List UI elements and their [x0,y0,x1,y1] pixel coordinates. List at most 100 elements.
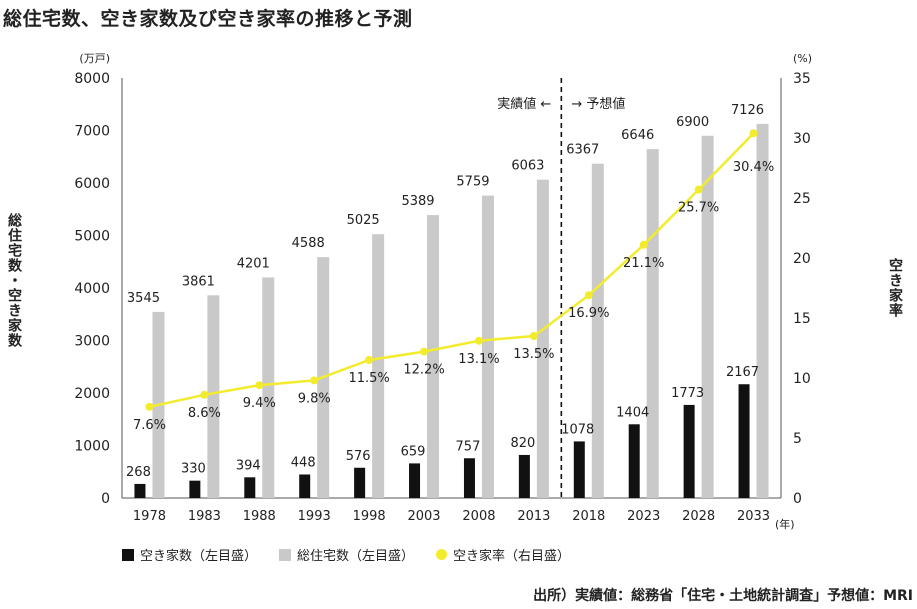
data-label-vacant: 1078 [561,422,594,437]
rate-point [310,376,319,385]
data-label-rate: 8.6% [188,406,221,421]
bar-vacant-houses [354,467,366,498]
bars [134,123,769,499]
y-tick-right-label: 20 [793,251,811,267]
bar-total-houses [701,135,714,498]
bar-vacant-houses [573,441,585,498]
legend-item-total: 総住宅数（左目盛） [279,545,414,564]
legend-item-rate: 空き家率（右目盛） [436,545,570,564]
data-label-rate: 9.8% [298,391,331,406]
y-tick-left-label: 1000 [74,439,110,455]
bar-total-houses [262,277,275,498]
bar-total-houses [427,215,440,498]
rate-point [529,332,538,340]
x-tick-label: 2033 [737,509,770,524]
data-label-total: 6367 [566,143,599,158]
data-label-total: 3545 [127,291,160,306]
data-label-vacant: 2167 [726,365,759,380]
y-tick-left-label: 0 [101,491,110,507]
y-tick-right-label: 25 [793,191,811,207]
y-tick-left-label: 2000 [74,386,110,402]
data-label-vacant: 757 [456,439,481,454]
legend-label-total: 総住宅数（左目盛） [297,549,415,564]
y-tick-left-label: 6000 [74,176,110,192]
x-tick-label: 1983 [188,509,221,524]
rate-point [365,356,374,364]
data-label-vacant: 1773 [671,386,704,401]
data-label-rate: 9.4% [243,396,276,411]
x-tick-label: 2023 [627,509,660,524]
y-tick-left-label: 5000 [74,229,110,245]
data-label-total: 7126 [731,103,764,118]
unit-left: (万戸) [79,52,110,65]
rate-line [149,132,755,409]
bar-total-houses [756,123,769,498]
y-tick-right-label: 0 [793,491,802,507]
y-tick-left-label: 7000 [74,124,110,140]
x-tick-label: 2018 [572,509,605,524]
y-tick-right-label: 30 [793,131,811,147]
data-label-vacant: 1404 [616,405,649,420]
data-label-rate: 11.5% [348,371,389,386]
rate-point [584,291,593,300]
y-tick-right-label: 10 [793,371,811,387]
bar-vacant-houses [299,474,311,498]
bar-total-houses [207,295,220,498]
x-tick-label: 2013 [517,509,550,524]
bar-vacant-houses [738,384,750,498]
legend-item-vacant: 空き家数（左目盛） [122,545,257,564]
data-label-rate: 13.5% [513,347,554,362]
rate-point [749,129,758,138]
bar-total-houses [646,149,659,498]
bar-vacant-houses [683,404,695,498]
rate-point [474,336,483,345]
data-label-rate: 30.4% [733,160,774,175]
annotation-forecast: → 予想値 [571,96,625,112]
data-label-rate: 7.6% [133,418,166,433]
data-labels: 3545 3861 4201 4588 5025 5389 5759 6063 6367 6646… [126,103,774,480]
data-label-vacant: 268 [126,465,151,480]
bar-vacant-houses [189,480,201,498]
x-tick-label: 2008 [462,509,495,524]
legend-swatch-vacant [122,548,134,561]
x-tick-label: 1978 [133,509,166,524]
rate-line-layer [145,129,758,411]
axes: 0 1000 2000 3000 4000 5000 6000 7000 8000 0 5 10 15 2… [74,52,812,531]
y-axis-left-label: 総住宅数・空き家数 [6,213,22,348]
data-label-rate: 16.9% [568,306,609,321]
chart-title: 総住宅数、空き家数及び空き家率の推移と予測 [3,8,413,30]
data-label-rate: 21.1% [623,256,664,271]
bar-vacant-houses [244,477,256,498]
source-note: 出所）実績値：総務省「住宅・土地統計調査」予想値：MRI [533,588,913,604]
y-tick-left-label: 8000 [74,71,110,87]
x-tick-label: 1988 [243,509,276,524]
data-label-vacant: 576 [346,449,371,464]
data-label-total: 5389 [401,194,434,209]
data-label-rate: 25.7% [678,201,719,216]
legend-label-vacant: 空き家数（左目盛） [140,549,258,564]
data-label-total: 6063 [511,159,544,174]
legend-label-rate: 空き家率（右目盛） [453,549,571,564]
data-label-vacant: 820 [510,436,535,451]
rate-point [639,240,648,249]
x-tick-label: 1993 [298,509,331,524]
x-tick-label: 1998 [353,509,386,524]
data-label-total: 5025 [347,213,380,228]
y-axis-right-label: 空き家率 [887,258,903,318]
rate-point [694,185,703,194]
data-label-vacant: 330 [181,462,206,477]
rate-point [145,402,154,411]
legend-swatch-total [279,548,292,561]
y-tick-left-label: 4000 [74,281,110,297]
unit-right: (%) [793,52,812,65]
data-label-total: 6646 [621,128,654,143]
data-label-rate: 12.2% [403,363,444,378]
data-label-rate: 13.1% [458,352,499,367]
y-tick-right-label: 5 [793,431,802,447]
bar-total-houses [481,195,494,498]
data-label-vacant: 394 [236,458,261,473]
bar-total-houses [591,163,604,499]
x-tick-label: 2028 [682,509,715,524]
data-label-total: 4201 [237,256,270,271]
legend: 空き家数（左目盛） 総住宅数（左目盛） 空き家率（右目盛） [122,545,592,564]
